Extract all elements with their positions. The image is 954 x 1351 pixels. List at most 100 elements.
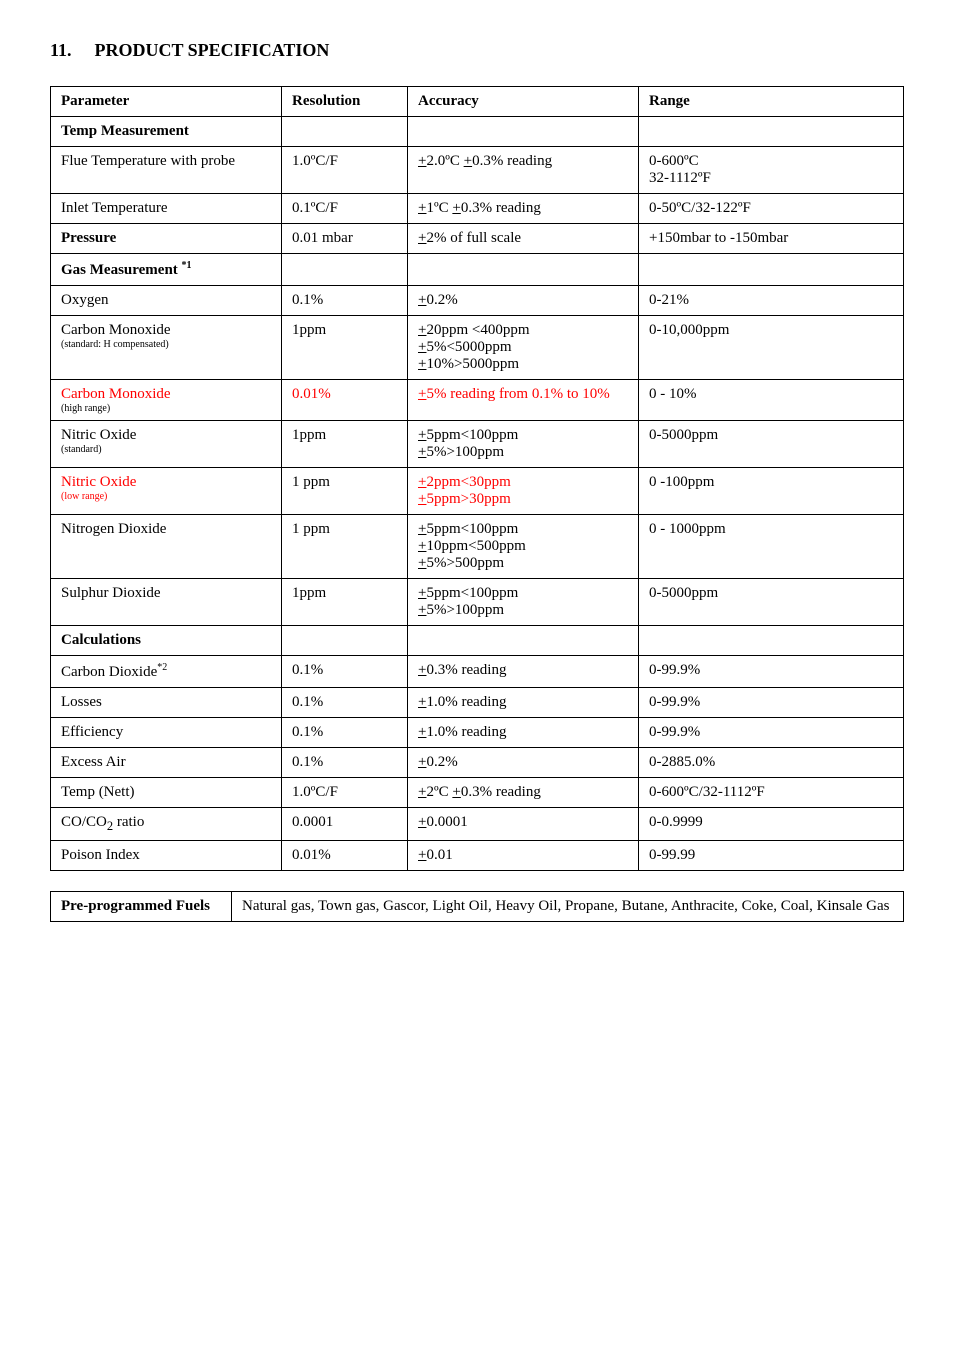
specification-table: Parameter Resolution Accuracy Range Temp… (50, 86, 904, 871)
cell-res: 1 ppm (282, 515, 408, 579)
cell-res: 1ppm (282, 316, 408, 380)
cell-param: Temp (Nett) (51, 778, 282, 808)
cell-param: Sulphur Dioxide (51, 579, 282, 626)
cell-acc: +0.0001 (408, 808, 639, 841)
row-excess-air: Excess Air 0.1% +0.2% 0-2885.0% (51, 748, 904, 778)
cell-res: 1.0ºC/F (282, 778, 408, 808)
cell-range: 0-21% (639, 286, 904, 316)
cell-acc: +0.2% (408, 748, 639, 778)
cell-res: 0.1% (282, 748, 408, 778)
cell-res: 0.1% (282, 286, 408, 316)
cell-res: 0.01% (282, 380, 408, 421)
row-oxygen: Oxygen 0.1% +0.2% 0-21% (51, 286, 904, 316)
row-no-std: Nitric Oxide (standard) 1ppm +5ppm<100pp… (51, 421, 904, 468)
cell-range: 0-99.9% (639, 656, 904, 688)
cell-res: 0.01 mbar (282, 224, 408, 254)
col-header-accuracy: Accuracy (408, 87, 639, 117)
cell-acc: +5% reading from 0.1% to 10% (408, 380, 639, 421)
cell-range: 0 - 10% (639, 380, 904, 421)
cell-param: Efficiency (51, 718, 282, 748)
cell-res: 0.1ºC/F (282, 194, 408, 224)
cell-range: 0-2885.0% (639, 748, 904, 778)
row-losses: Losses 0.1% +1.0% reading 0-99.9% (51, 688, 904, 718)
cell-param: Flue Temperature with probe (51, 147, 282, 194)
cell-res: 1 ppm (282, 468, 408, 515)
row-pressure: Pressure 0.01 mbar +2% of full scale +15… (51, 224, 904, 254)
cell-range: 0-600ºC/32-1112ºF (639, 778, 904, 808)
row-co2: Carbon Dioxide*2 0.1% +0.3% reading 0-99… (51, 656, 904, 688)
cell-acc: +2% of full scale (408, 224, 639, 254)
cell-param: Carbon Dioxide*2 (51, 656, 282, 688)
cell-acc: +1ºC +0.3% reading (408, 194, 639, 224)
cell-param: Losses (51, 688, 282, 718)
section-row-temp: Temp Measurement (51, 117, 904, 147)
cell-range: +150mbar to -150mbar (639, 224, 904, 254)
cell-res: 1ppm (282, 579, 408, 626)
col-header-parameter: Parameter (51, 87, 282, 117)
cell-acc: +20ppm <400ppm+5%<5000ppm+10%>5000ppm (408, 316, 639, 380)
cell-res: 0.1% (282, 688, 408, 718)
cell-param: Nitric Oxide (low range) (51, 468, 282, 515)
cell-res: 0.1% (282, 656, 408, 688)
cell-acc: +2ppm<30ppm+5ppm>30ppm (408, 468, 639, 515)
row-co-co2-ratio: CO/CO2 ratio 0.0001 +0.0001 0-0.9999 (51, 808, 904, 841)
cell-range: 0-99.99 (639, 841, 904, 871)
fuels-value: Natural gas, Town gas, Gascor, Light Oil… (232, 892, 904, 922)
cell-param: Poison Index (51, 841, 282, 871)
cell-res: 0.0001 (282, 808, 408, 841)
fuels-table: Pre-programmed Fuels Natural gas, Town g… (50, 891, 904, 922)
row-temp-nett: Temp (Nett) 1.0ºC/F +2ºC +0.3% reading 0… (51, 778, 904, 808)
section-header-calc: Calculations (51, 626, 282, 656)
cell-range: 0 - 1000ppm (639, 515, 904, 579)
cell-range: 0-5000ppm (639, 579, 904, 626)
cell-param: Carbon Monoxide (high range) (51, 380, 282, 421)
cell-param: Carbon Monoxide (standard: H compensated… (51, 316, 282, 380)
cell-acc: +1.0% reading (408, 688, 639, 718)
fuels-row: Pre-programmed Fuels Natural gas, Town g… (51, 892, 904, 922)
section-row-calc: Calculations (51, 626, 904, 656)
cell-param: Inlet Temperature (51, 194, 282, 224)
row-efficiency: Efficiency 0.1% +1.0% reading 0-99.9% (51, 718, 904, 748)
cell-range: 0-10,000ppm (639, 316, 904, 380)
cell-acc: +2ºC +0.3% reading (408, 778, 639, 808)
row-no2: Nitrogen Dioxide 1 ppm +5ppm<100ppm+10pp… (51, 515, 904, 579)
cell-param: Oxygen (51, 286, 282, 316)
section-title-text: PRODUCT SPECIFICATION (95, 40, 330, 60)
col-header-resolution: Resolution (282, 87, 408, 117)
cell-param: CO/CO2 ratio (51, 808, 282, 841)
section-number: 11. (50, 40, 90, 61)
row-flue-temp: Flue Temperature with probe 1.0ºC/F +2.0… (51, 147, 904, 194)
cell-range: 0-0.9999 (639, 808, 904, 841)
cell-acc: +0.2% (408, 286, 639, 316)
cell-acc: +0.01 (408, 841, 639, 871)
cell-range: 0 -100ppm (639, 468, 904, 515)
cell-param: Pressure (51, 224, 282, 254)
cell-acc: +5ppm<100ppm+5%>100ppm (408, 579, 639, 626)
cell-res: 1.0ºC/F (282, 147, 408, 194)
cell-acc: +5ppm<100ppm+10ppm<500ppm+5%>500ppm (408, 515, 639, 579)
fuels-label: Pre-programmed Fuels (51, 892, 232, 922)
table-header-row: Parameter Resolution Accuracy Range (51, 87, 904, 117)
row-inlet-temp: Inlet Temperature 0.1ºC/F +1ºC +0.3% rea… (51, 194, 904, 224)
cell-res: 0.01% (282, 841, 408, 871)
cell-range: 0-99.9% (639, 718, 904, 748)
cell-res: 0.1% (282, 718, 408, 748)
cell-range: 0-5000ppm (639, 421, 904, 468)
cell-param: Nitrogen Dioxide (51, 515, 282, 579)
row-co-std: Carbon Monoxide (standard: H compensated… (51, 316, 904, 380)
row-no-low: Nitric Oxide (low range) 1 ppm +2ppm<30p… (51, 468, 904, 515)
col-header-range: Range (639, 87, 904, 117)
cell-res: 1ppm (282, 421, 408, 468)
cell-param: Nitric Oxide (standard) (51, 421, 282, 468)
section-heading: 11. PRODUCT SPECIFICATION (50, 40, 904, 61)
section-header-temp: Temp Measurement (51, 117, 282, 147)
cell-range: 0-600ºC32-1112ºF (639, 147, 904, 194)
row-co-high: Carbon Monoxide (high range) 0.01% +5% r… (51, 380, 904, 421)
row-poison-index: Poison Index 0.01% +0.01 0-99.99 (51, 841, 904, 871)
cell-param: Excess Air (51, 748, 282, 778)
cell-acc: +0.3% reading (408, 656, 639, 688)
cell-acc: +2.0ºC +0.3% reading (408, 147, 639, 194)
cell-acc: +5ppm<100ppm+5%>100ppm (408, 421, 639, 468)
section-header-gas: Gas Measurement *1 (51, 254, 282, 286)
section-row-gas: Gas Measurement *1 (51, 254, 904, 286)
